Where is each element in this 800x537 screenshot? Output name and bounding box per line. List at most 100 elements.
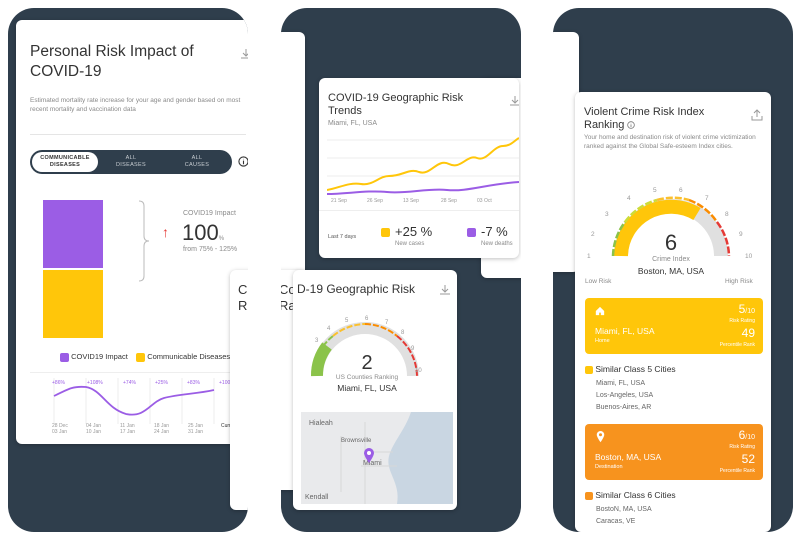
rating-scale: /10 [745, 434, 755, 441]
download-icon[interactable] [240, 48, 248, 60]
location-pin-icon [596, 431, 605, 443]
gauge-location: Miami, FL, USA [337, 383, 397, 393]
rating-label: Risk Rating [729, 318, 755, 324]
home-type: Home [595, 338, 610, 344]
gauge-tick: 5 [345, 318, 349, 324]
coastline [340, 412, 453, 504]
crime-risk-card: Violent Crime Risk Index Ranking Your ho… [575, 92, 771, 532]
page-subtitle: Estimated mortality rate increase for yo… [30, 97, 241, 113]
tab-label: COMMUNICABLE [40, 155, 90, 161]
background-card [553, 32, 579, 272]
gauge-tick: 10 [745, 253, 753, 260]
similar6-list: BostoN, MA, USA Caracas, VE [596, 504, 652, 528]
destination-type: Destination [595, 464, 623, 470]
gauge-tick: 6 [365, 316, 369, 322]
list-item: Caracas, VE [596, 518, 636, 525]
risk-trends-card: COVID-19 Geographic Risk Trends Miami, F… [319, 78, 519, 258]
tab-communicable-diseases[interactable]: COMMUNICABLE DISEASES [32, 152, 98, 172]
last-days-label: Last 7 days [328, 234, 357, 240]
list-item: Miami, FL, USA [596, 380, 646, 387]
similar6-title-text: Similar Class 6 Cities [595, 490, 676, 500]
gauge-tick: 3 [605, 211, 609, 218]
phone-screen-geographic-risk: COVID-19 Geographic Risk Trends Miami, F… [281, 8, 521, 532]
gauge-tick: 3 [315, 338, 319, 344]
covid-impact-bar [43, 200, 103, 268]
gauge-tick: 7 [385, 320, 389, 326]
gauge-tick: 1 [587, 253, 591, 260]
crime-gauge-caption: Crime Index [652, 256, 690, 263]
date-text: 24 Jan [154, 429, 170, 435]
new-deaths-value: -7 % [481, 224, 508, 239]
info-icon[interactable] [627, 121, 636, 129]
high-risk-label: High Risk [725, 278, 753, 285]
tab-all-diseases[interactable]: ALL DISEASES [98, 152, 164, 172]
rating: 6/10 [739, 428, 755, 442]
rating-scale: /10 [745, 308, 755, 315]
geo-title: D-19 Geographic Risk [297, 282, 416, 296]
new-cases-label: New cases [395, 241, 425, 247]
trend-date: 11 Jan 17 Jan [120, 423, 135, 435]
bracket [138, 200, 150, 282]
impact-label: COVID19 Impact [183, 210, 236, 217]
page-title: Personal Risk Impact of COVID-19 [30, 43, 194, 80]
trend-label: +83% [187, 380, 200, 386]
legend: COVID19 Impact Communicable Diseases [60, 352, 230, 362]
partial-card: C R [230, 270, 248, 510]
date-text: 04 Jan [86, 423, 102, 429]
gauge-caption: US Counties Ranking [335, 374, 399, 381]
date-text: 31 Jan [188, 429, 204, 435]
home-icon [595, 306, 605, 316]
weekly-trend-chart [53, 378, 215, 424]
partial-card-sub: R [238, 298, 248, 313]
share-icon[interactable] [751, 109, 763, 121]
download-icon[interactable] [439, 284, 451, 296]
tab-all-causes[interactable]: ALL CAUSES [164, 152, 230, 172]
legend-label: Communicable Diseases [147, 352, 231, 361]
destination-risk-card[interactable]: 6/10 Risk Rating Boston, MA, USA Destina… [585, 424, 763, 480]
home-risk-card[interactable]: 5/10 Risk Rating Miami, FL, USA Home 49 … [585, 298, 763, 354]
similar6-title: Similar Class 6 Cities [585, 490, 676, 500]
similar6-swatch [585, 491, 593, 500]
new-deaths-label: New deaths [481, 241, 513, 247]
phone-screen-personal-risk: Personal Risk Impact of COVID-19 Estimat… [8, 8, 248, 532]
crime-subtitle: Your home and destination risk of violen… [584, 134, 756, 150]
rating-value: 5 [738, 302, 746, 316]
percentile: 49 [741, 326, 755, 340]
date-text: 28 Dec [52, 423, 68, 429]
gauge-tick: 2 [591, 231, 595, 238]
date-text: 11 Jan [120, 423, 135, 429]
divider [30, 134, 246, 135]
trend-date: 25 Jan 31 Jan [188, 423, 203, 435]
rating: 5/10 [739, 302, 755, 316]
new-deaths-swatch [467, 228, 476, 237]
map-label-hialeah: Hialeah [309, 420, 333, 427]
gauge-tick: 6 [679, 187, 683, 194]
download-icon[interactable] [509, 95, 519, 107]
trend-date: 26 Sep [367, 198, 383, 204]
legend-swatch [136, 352, 146, 362]
trend-current: Curren [221, 423, 237, 429]
new-cases-value: +25 % [395, 224, 433, 239]
home-city: Miami, FL, USA [595, 326, 655, 336]
phone-screen-crime-risk: Violent Crime Risk Index Ranking Your ho… [553, 8, 793, 532]
location-pin-icon[interactable] [363, 448, 375, 464]
map[interactable]: Hialeah Brownsville Miami Kendall [301, 412, 453, 504]
destination-city: Boston, MA, USA [595, 452, 662, 462]
impact-range: from 75% - 125% [183, 246, 238, 253]
gauge-tick: 9 [739, 231, 743, 238]
divider [30, 372, 246, 373]
percentile-label: Percentile Rank [719, 342, 755, 348]
gauge-tick: 7 [705, 195, 709, 202]
similar5-list: Miami, FL, USA Los-Angeles, USA Buenos-A… [596, 378, 653, 414]
trends-chart [327, 137, 519, 195]
partial-left-sub: Ra [281, 298, 296, 313]
rating-value: 6 [738, 428, 746, 442]
crime-gauge-location: Boston, MA, USA [637, 266, 705, 276]
gauge-tick: 5 [653, 187, 657, 194]
info-icon[interactable] [238, 156, 248, 167]
similar5-swatch [585, 365, 593, 374]
tab-label: ALL [191, 155, 203, 161]
low-risk-label: Low Risk [585, 278, 612, 285]
trend-date: 13 Sep [403, 198, 419, 204]
list-item: BostoN, MA, USA [596, 506, 652, 513]
